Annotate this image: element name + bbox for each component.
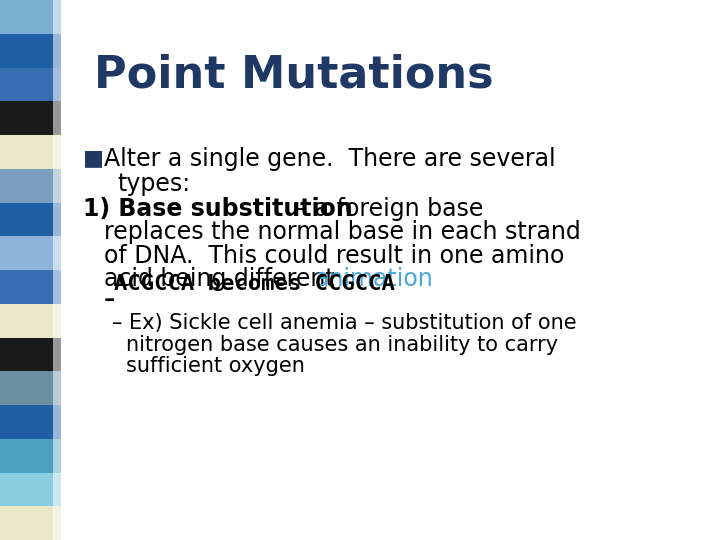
Text: – Ex) Sickle cell anemia – substitution of one: – Ex) Sickle cell anemia – substitution …	[112, 313, 576, 333]
Text: –: –	[104, 290, 123, 310]
FancyBboxPatch shape	[0, 0, 61, 33]
FancyBboxPatch shape	[0, 68, 61, 102]
FancyBboxPatch shape	[0, 33, 61, 68]
Text: replaces the normal base in each strand: replaces the normal base in each strand	[104, 220, 581, 244]
FancyBboxPatch shape	[0, 472, 61, 507]
FancyBboxPatch shape	[0, 507, 61, 540]
FancyBboxPatch shape	[0, 237, 61, 270]
FancyBboxPatch shape	[0, 303, 61, 338]
FancyBboxPatch shape	[0, 270, 61, 303]
Text: ACGCCA becomes CCGCCA: ACGCCA becomes CCGCCA	[114, 274, 395, 294]
Text: – a foreign base: – a foreign base	[288, 197, 483, 221]
FancyBboxPatch shape	[0, 372, 61, 405]
FancyBboxPatch shape	[0, 202, 61, 237]
Text: types:: types:	[117, 172, 191, 195]
FancyBboxPatch shape	[0, 438, 61, 472]
Text: ■: ■	[83, 148, 104, 168]
Text: 1) Base substitution: 1) Base substitution	[83, 197, 353, 221]
FancyBboxPatch shape	[0, 102, 61, 135]
Text: sufficient oxygen: sufficient oxygen	[126, 356, 305, 376]
Text: Alter a single gene.  There are several: Alter a single gene. There are several	[104, 147, 556, 171]
Text: animation: animation	[315, 267, 433, 291]
FancyBboxPatch shape	[53, 0, 71, 540]
FancyBboxPatch shape	[0, 168, 61, 202]
Text: of DNA.  This could result in one amino: of DNA. This could result in one amino	[104, 244, 564, 267]
Text: nitrogen base causes an inability to carry: nitrogen base causes an inability to car…	[126, 335, 558, 355]
Text: acid being different: acid being different	[104, 267, 350, 291]
Text: Point Mutations: Point Mutations	[94, 54, 493, 97]
FancyBboxPatch shape	[0, 338, 61, 372]
FancyBboxPatch shape	[0, 135, 61, 168]
FancyBboxPatch shape	[0, 405, 61, 438]
